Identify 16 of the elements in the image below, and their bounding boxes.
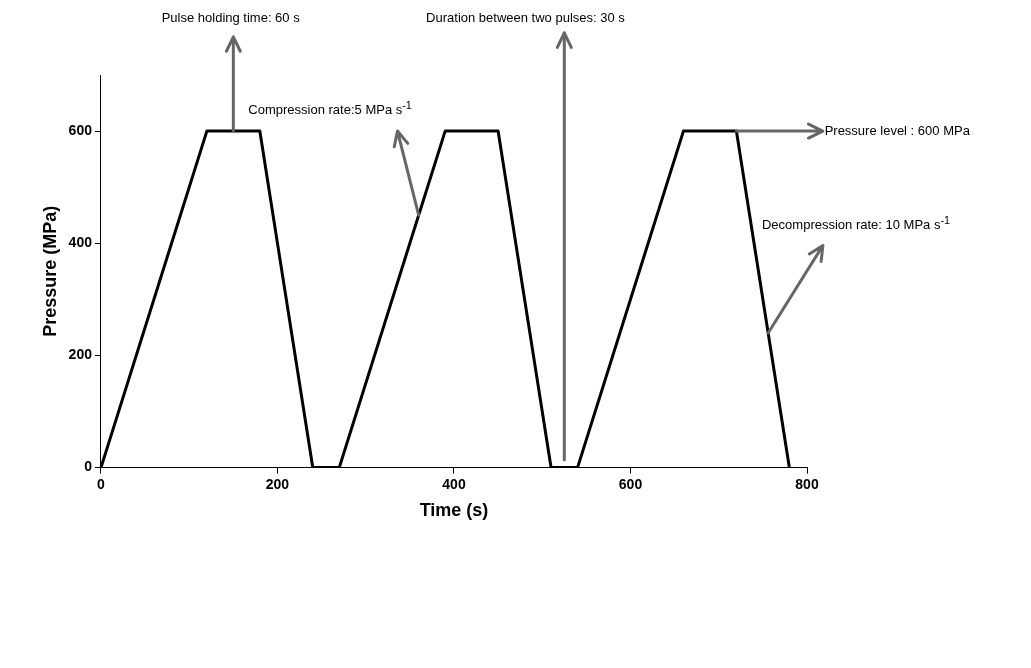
x-tick-label: 0: [97, 475, 106, 492]
x-tick-label: 800: [795, 475, 819, 492]
y-tick-label: 200: [68, 346, 93, 363]
annotation: Compression rate:5 MPa s$^{-1}$: [248, 98, 412, 119]
annotation: Decompression rate: 10 MPa s$^{-1}$: [761, 213, 951, 234]
text: Duration between two pulses: 30 s: [426, 9, 625, 26]
annotation: Pressure level : 600 MPa: [824, 123, 970, 140]
y-tick-label: 400: [68, 234, 93, 251]
y-tick-label: 0: [84, 458, 93, 475]
x-tick-label: 200: [265, 475, 290, 492]
annotation: Pulse holding time: 60 s: [161, 9, 300, 26]
x-tick-label: 400: [442, 475, 466, 492]
y-tick-label: 600: [68, 121, 93, 138]
y-axis-title: Pressure (MPa): [39, 205, 60, 337]
x-tick-label: 600: [618, 475, 643, 492]
x-axis-title: Time (s): [419, 500, 489, 521]
